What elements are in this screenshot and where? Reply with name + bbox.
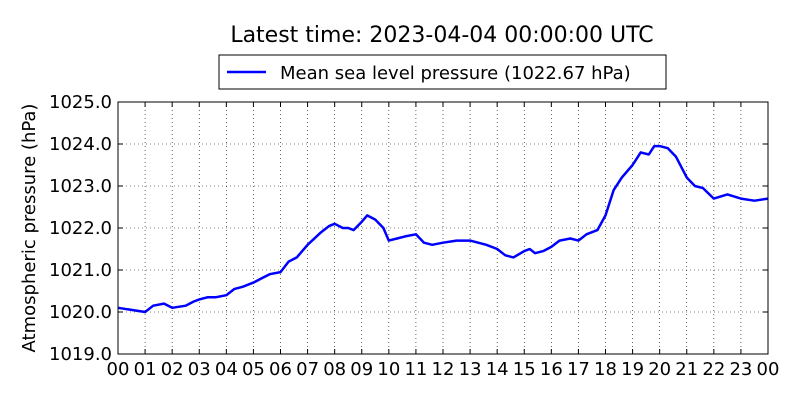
x-tick-label: 00 — [757, 359, 780, 380]
chart-title: Latest time: 2023-04-04 00:00:00 UTC — [230, 23, 653, 48]
plot-frame — [117, 101, 769, 355]
gridlines — [118, 102, 768, 354]
x-tick-label: 23 — [729, 359, 752, 380]
y-tick-label: 1024.0 — [49, 134, 112, 155]
x-tick-label: 15 — [513, 359, 536, 380]
x-axis-ticks: 00 01 02 03 04 05 06 07 08 09 10 11 12 13 14 15 16 17 18 19… — [107, 102, 780, 380]
x-tick-label: 18 — [594, 359, 617, 380]
x-tick-label: 06 — [269, 359, 292, 380]
x-tick-label: 11 — [404, 359, 427, 380]
x-tick-label: 20 — [648, 359, 671, 380]
x-tick-label: 01 — [134, 359, 157, 380]
x-tick-label: 13 — [459, 359, 482, 380]
y-tick-label: 1022.0 — [49, 218, 112, 239]
x-tick-label: 21 — [675, 359, 698, 380]
x-tick-label: 22 — [702, 359, 725, 380]
x-tick-label: 00 — [107, 359, 130, 380]
legend-label: Mean sea level pressure (1022.67 hPa) — [280, 63, 631, 84]
x-tick-label: 17 — [567, 359, 590, 380]
y-tick-label: 1021.0 — [49, 260, 112, 281]
plot-lines — [117, 144, 769, 314]
x-tick-label: 16 — [540, 359, 563, 380]
x-tick-label: 19 — [621, 359, 644, 380]
y-tick-label: 1019.0 — [49, 344, 112, 365]
x-tick-label: 02 — [161, 359, 184, 380]
x-tick-label: 05 — [242, 359, 265, 380]
x-tick-label: 10 — [377, 359, 400, 380]
x-tick-label: 09 — [350, 359, 373, 380]
legend-box — [218, 54, 667, 90]
x-tick-label: 14 — [486, 359, 509, 380]
y-tick-label: 1025.0 — [49, 92, 112, 113]
y-axis-label: Atmospheric pressure (hPa) — [19, 104, 40, 353]
x-tick-label: 12 — [432, 359, 455, 380]
y-tick-label: 1020.0 — [49, 302, 112, 323]
series-line-pressure — [117, 144, 769, 314]
y-axis-ticks: 1019.0 1020.0 1021.0 1022.0 1023.0 1024.0 1025… — [49, 92, 768, 365]
legend: Mean sea level pressure (1022.67 hPa) — [218, 54, 667, 90]
y-tick-label: 1023.0 — [49, 176, 112, 197]
x-tick-label: 03 — [188, 359, 211, 380]
x-tick-label: 07 — [296, 359, 319, 380]
x-tick-label: 08 — [323, 359, 346, 380]
x-tick-label: 04 — [215, 359, 238, 380]
